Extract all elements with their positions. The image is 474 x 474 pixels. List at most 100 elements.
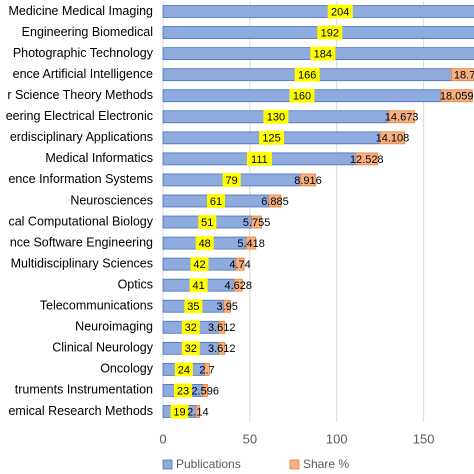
bar-segment (268, 194, 282, 208)
y-tick-label: Neurosciences (70, 193, 153, 207)
value-label: 6.885 (261, 196, 289, 208)
y-tick-label: ence Information Systems (8, 172, 153, 186)
value-label: 61 (210, 196, 222, 208)
bar-segment (245, 236, 257, 250)
value-label: 51 (201, 217, 213, 229)
bar-segment (251, 215, 263, 229)
value-label: 18.059 (440, 91, 474, 103)
bar-segment (299, 173, 317, 187)
value-label-bg (222, 172, 241, 187)
value-label-bg (317, 25, 343, 40)
x-tick-label: 0 (159, 431, 166, 446)
value-label: 125 (262, 133, 280, 145)
value-label: 166 (298, 70, 316, 82)
y-tick-label: Neuroimaging (75, 320, 153, 334)
value-label-bg (259, 130, 285, 145)
y-tick-label: nce Software Engineering (10, 235, 153, 249)
y-tick-label: cal Computational Biology (8, 214, 153, 228)
y-tick-label: Medical Informatics (45, 151, 153, 165)
x-tick-label: 50 (243, 431, 257, 446)
value-label-bg (206, 193, 225, 208)
value-label: 204 (331, 6, 349, 18)
value-label-bg (195, 236, 214, 251)
y-tick-label: ence Artificial Intelligence (13, 67, 153, 81)
value-label-bg (294, 67, 320, 82)
value-label: 23 (177, 385, 189, 397)
value-label: 32 (185, 343, 197, 355)
bar-segment (451, 68, 474, 82)
value-label: 5.418 (237, 238, 265, 250)
y-tick-label: truments Instrumentation (15, 383, 153, 397)
value-label: 3.612 (208, 343, 236, 355)
value-label-bg (184, 299, 203, 314)
bar-segment (218, 341, 226, 355)
value-label-bg (289, 88, 315, 103)
value-label: 2.7 (199, 364, 214, 376)
bar-segment (235, 257, 245, 271)
legend-label: Share % (303, 457, 349, 471)
value-label: 111 (251, 154, 268, 166)
y-tick-label: Telecommunications (40, 299, 153, 313)
value-label: 48 (199, 238, 211, 250)
y-tick-label: emical Research Methods (8, 404, 153, 418)
value-label: 79 (226, 175, 238, 187)
value-label: 3.95 (217, 301, 238, 313)
bar-segment (204, 362, 210, 376)
value-label: 42 (193, 259, 205, 271)
y-tick-label: Clinical Neurology (52, 341, 153, 355)
y-tick-label: Oncology (100, 362, 154, 376)
value-label-bg (189, 278, 208, 293)
value-label: 8.916 (294, 175, 322, 187)
value-label: 35 (187, 301, 199, 313)
legend-swatch (289, 459, 300, 470)
value-label: 5.755 (243, 217, 271, 229)
value-label: 2.14 (187, 406, 208, 418)
y-tick-label: Photographic Technology (13, 46, 154, 60)
y-tick-label: r Science Theory Methods (7, 88, 153, 102)
value-label: 18.73 (454, 70, 474, 82)
x-tick-label: 150 (413, 431, 435, 446)
bar-segment (223, 299, 232, 313)
y-tick-label: Optics (118, 277, 153, 291)
value-label-bg (173, 383, 192, 398)
x-tick-label: 100 (326, 431, 348, 446)
value-label-bg (170, 404, 189, 419)
value-label-bg (327, 4, 353, 19)
bar-segment (162, 5, 474, 18)
bar-segment (355, 152, 379, 166)
legend-swatch (162, 459, 173, 470)
value-label: 14.108 (376, 133, 410, 145)
value-label: 130 (267, 112, 285, 124)
value-label-bg (198, 215, 217, 230)
legend-label: Publications (176, 457, 241, 471)
value-label-bg (246, 151, 272, 166)
value-label: 14.673 (385, 112, 419, 124)
bar-segment (388, 110, 415, 124)
value-label: 19 (173, 406, 185, 418)
bar-segment (440, 89, 473, 103)
value-label: 24 (178, 364, 190, 376)
value-label: 41 (192, 280, 204, 292)
value-label-bg (181, 320, 200, 335)
value-label-bg (310, 46, 336, 61)
value-label: 12.528 (350, 154, 384, 166)
value-label: 3.612 (208, 322, 236, 334)
value-label-bg (174, 362, 193, 377)
y-tick-label: Engineering Biomedical (22, 25, 153, 39)
bar-segment (202, 384, 208, 397)
bar-segment (233, 278, 243, 292)
y-tick-label: Medicine Medical Imaging (8, 4, 153, 18)
value-label: 32 (185, 322, 197, 334)
value-label: 4.74 (229, 259, 250, 271)
value-label-bg (263, 109, 289, 124)
y-tick-label: erdisciplinary Applications (10, 130, 153, 144)
value-label: 184 (314, 49, 332, 61)
value-label: 192 (321, 27, 339, 39)
bar-segment (379, 131, 406, 145)
y-tick-label: Multidisciplinary Sciences (11, 256, 153, 270)
value-label: 4.628 (224, 280, 252, 292)
bar-segment (218, 320, 226, 334)
y-tick-label: eering Electrical Electronic (6, 109, 153, 123)
value-label-bg (181, 341, 200, 356)
